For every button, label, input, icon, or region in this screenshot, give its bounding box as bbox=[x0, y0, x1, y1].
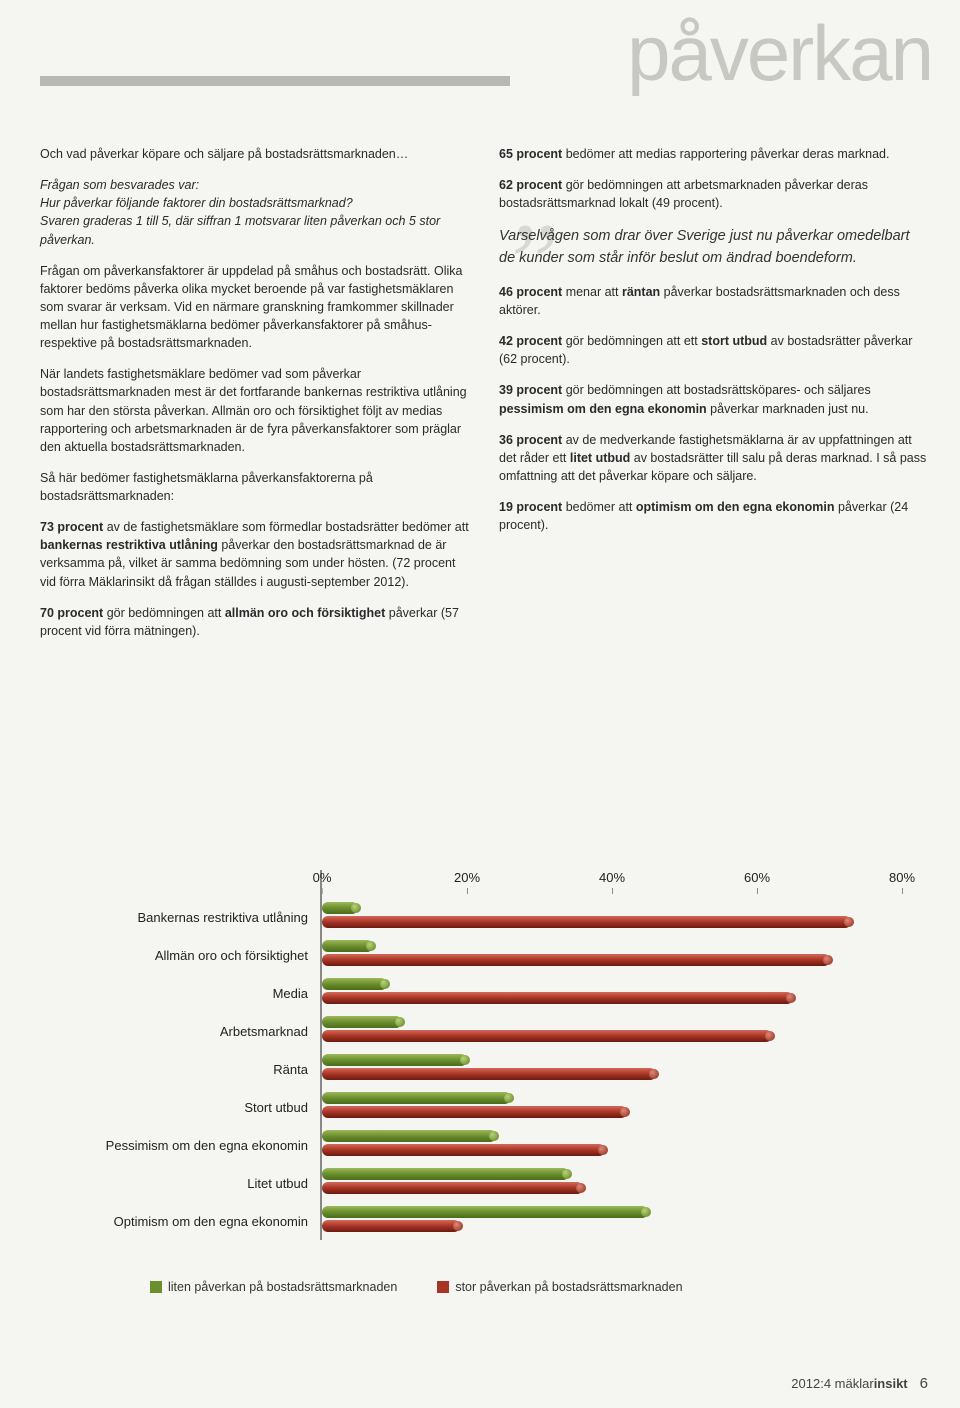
bar-liten bbox=[322, 978, 387, 990]
legend-item-green: liten påverkan på bostadsrättsmarknaden bbox=[150, 1280, 397, 1294]
question-note: Svaren graderas 1 till 5, där siffran 1 … bbox=[40, 214, 440, 246]
bar-stor bbox=[322, 992, 793, 1004]
bar-group bbox=[322, 1126, 928, 1164]
bar-group bbox=[322, 1202, 928, 1240]
chart-category-label: Arbetsmarknad bbox=[40, 1012, 308, 1050]
bar-stor bbox=[322, 1182, 583, 1194]
axis-tick: 40% bbox=[599, 870, 625, 885]
bar-chart: Bankernas restriktiva utlåningAllmän oro… bbox=[40, 870, 928, 1294]
question-block: Frågan som besvarades var: Hur påverkar … bbox=[40, 176, 469, 249]
bar-stor bbox=[322, 1106, 627, 1118]
footer-brand-1: mäklar bbox=[835, 1376, 874, 1391]
chart-category-label: Stort utbud bbox=[40, 1088, 308, 1126]
bar-group bbox=[322, 936, 928, 974]
chart-x-axis: 0%20%40%60%80% bbox=[322, 870, 928, 892]
bar-liten bbox=[322, 902, 358, 914]
para-2: När landets fastighetsmäklare bedömer va… bbox=[40, 365, 469, 456]
bar-stor bbox=[322, 1068, 656, 1080]
pct-70: 70 procent bbox=[40, 606, 103, 620]
bar-liten bbox=[322, 1092, 511, 1104]
page-title: påverkan bbox=[627, 8, 932, 99]
bar-group bbox=[322, 974, 928, 1012]
bar-stor bbox=[322, 954, 830, 966]
kw-bank: bankernas restriktiva utlåning bbox=[40, 538, 218, 552]
heading: Och vad påverkar köpare och säljare på b… bbox=[40, 145, 469, 163]
footer-page-number: 6 bbox=[920, 1375, 928, 1392]
para-5: 70 procent gör bedömningen att allmän or… bbox=[40, 604, 469, 640]
para-r6: 36 procent av de medverkande fastighetsm… bbox=[499, 431, 928, 485]
bar-stor bbox=[322, 1220, 460, 1232]
kw-oro: allmän oro och försiktighet bbox=[225, 606, 385, 620]
footer-brand-2: insikt bbox=[874, 1376, 908, 1391]
chart-plot: 0%20%40%60%80% bbox=[320, 870, 928, 1240]
axis-tick: 80% bbox=[889, 870, 915, 885]
bar-liten bbox=[322, 940, 373, 952]
left-column: Och vad påverkar köpare och säljare på b… bbox=[40, 145, 469, 653]
bar-liten bbox=[322, 1130, 496, 1142]
chart-category-label: Litet utbud bbox=[40, 1164, 308, 1202]
bar-group bbox=[322, 1012, 928, 1050]
title-rule bbox=[40, 76, 510, 86]
chart-category-label: Optimism om den egna ekonomin bbox=[40, 1202, 308, 1240]
legend-item-red: stor påverkan på bostadsrättsmarknaden bbox=[437, 1280, 682, 1294]
legend-swatch-red bbox=[437, 1281, 449, 1293]
chart-category-label: Media bbox=[40, 974, 308, 1012]
para-1: Frågan om påverkansfaktorer är uppdelad … bbox=[40, 262, 469, 353]
bar-liten bbox=[322, 1206, 648, 1218]
chart-bars bbox=[322, 876, 928, 1240]
bar-group bbox=[322, 898, 928, 936]
chart-legend: liten påverkan på bostadsrättsmarknaden … bbox=[150, 1280, 928, 1294]
question-label: Frågan som besvarades var: bbox=[40, 178, 199, 192]
para-r7: 19 procent bedömer att optimism om den e… bbox=[499, 498, 928, 534]
bar-group bbox=[322, 1164, 928, 1202]
bar-group bbox=[322, 1088, 928, 1126]
para-r1: 65 procent bedömer att medias rapporteri… bbox=[499, 145, 928, 163]
para-4: 73 procent av de fastighetsmäklare som f… bbox=[40, 518, 469, 591]
legend-swatch-green bbox=[150, 1281, 162, 1293]
bar-group bbox=[322, 1050, 928, 1088]
chart-category-label: Bankernas restriktiva utlåning bbox=[40, 898, 308, 936]
chart-category-label: Ränta bbox=[40, 1050, 308, 1088]
body-columns: Och vad påverkar köpare och säljare på b… bbox=[40, 145, 928, 653]
pull-quote: Varselvågen som drar över Sverige just n… bbox=[499, 226, 928, 270]
question-text: Hur påverkar följande faktorer din bosta… bbox=[40, 196, 353, 210]
axis-tick: 0% bbox=[313, 870, 332, 885]
page-footer: 2012:4 mäklarinsikt 6 bbox=[791, 1375, 928, 1392]
bar-liten bbox=[322, 1016, 402, 1028]
axis-tick: 20% bbox=[454, 870, 480, 885]
bar-stor bbox=[322, 1144, 605, 1156]
para-3: Så här bedömer fastighetsmäklarna påverk… bbox=[40, 469, 469, 505]
para-r4: 42 procent gör bedömningen att ett stort… bbox=[499, 332, 928, 368]
chart-category-label: Pessimism om den egna ekonomin bbox=[40, 1126, 308, 1164]
legend-label-red: stor påverkan på bostadsrättsmarknaden bbox=[455, 1280, 682, 1294]
para-r2: 62 procent gör bedömningen att arbetsmar… bbox=[499, 176, 928, 212]
pct-73: 73 procent bbox=[40, 520, 103, 534]
bar-liten bbox=[322, 1054, 467, 1066]
right-column: 65 procent bedömer att medias rapporteri… bbox=[499, 145, 928, 653]
bar-stor bbox=[322, 1030, 772, 1042]
bar-stor bbox=[322, 916, 851, 928]
bar-liten bbox=[322, 1168, 569, 1180]
para-r3: 46 procent menar att räntan påverkar bos… bbox=[499, 283, 928, 319]
para-r5: 39 procent gör bedömningen att bostadsrä… bbox=[499, 381, 928, 417]
chart-category-label: Allmän oro och försiktighet bbox=[40, 936, 308, 974]
footer-issue: 2012:4 bbox=[791, 1376, 834, 1391]
chart-y-labels: Bankernas restriktiva utlåningAllmän oro… bbox=[40, 870, 320, 1240]
axis-tick: 60% bbox=[744, 870, 770, 885]
legend-label-green: liten påverkan på bostadsrättsmarknaden bbox=[168, 1280, 397, 1294]
